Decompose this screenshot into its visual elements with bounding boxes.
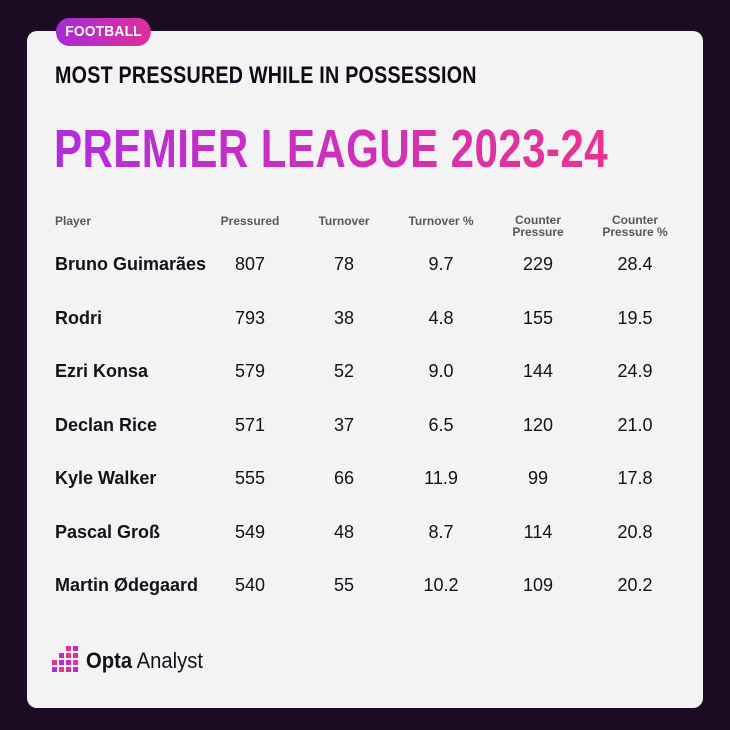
player-name: Declan Rice: [55, 414, 158, 435]
stat-value: 109: [522, 575, 554, 595]
stat-value: 540: [234, 575, 266, 595]
column-header: Player: [55, 215, 91, 227]
column-header-line: Turnover: [318, 214, 370, 228]
stat-value: 579: [234, 361, 266, 381]
stat-value: 21.0: [617, 414, 653, 435]
player-name: Bruno Guimarães: [55, 254, 207, 274]
stat-value: 807: [234, 254, 266, 274]
stat-value: 19.5: [617, 307, 653, 328]
column-header-line: Turnover %: [408, 214, 474, 228]
stat-value: 555: [234, 468, 266, 488]
stat-value: 6.5: [428, 414, 454, 435]
column-header: Pressured: [200, 215, 300, 227]
chart-subtitle: MOST PRESSURED WHILE IN POSSESSION: [55, 62, 477, 89]
stat-value: 20.8: [617, 521, 653, 542]
stat-value: 9.7: [428, 254, 454, 274]
brand-light: Analyst: [132, 648, 203, 673]
category-tag: FOOTBALL: [56, 18, 152, 46]
stat-value: 8.7: [428, 521, 454, 542]
column-header-line: Counter: [515, 213, 561, 227]
stat-value: 144: [522, 361, 554, 381]
brand-bold: Opta: [86, 648, 133, 673]
stat-value: 793: [234, 307, 266, 328]
stat-value: 66: [333, 468, 355, 488]
column-header: Turnover: [294, 215, 394, 227]
stat-value: 10.2: [423, 575, 459, 595]
brand-name: Opta Analyst: [86, 648, 203, 674]
opta-logo-icon: [52, 646, 78, 672]
stat-value: 229: [522, 254, 554, 274]
player-name: Pascal Groß: [55, 521, 161, 542]
column-header-line: Pressure: [512, 225, 564, 239]
stat-value: 114: [523, 521, 553, 542]
column-header: Counter Pressure %: [585, 214, 685, 238]
stat-value: 78: [333, 254, 355, 274]
stat-value: 55: [333, 575, 355, 595]
stat-value: 52: [333, 361, 355, 381]
column-header-line: Pressured: [220, 214, 280, 228]
column-header-line: Player: [55, 214, 92, 228]
stat-value: 120: [522, 414, 554, 435]
column-header: Turnover %: [391, 215, 491, 227]
stat-value: 28.4: [617, 254, 653, 274]
stat-value: 9.0: [428, 361, 454, 381]
column-header-line: Counter: [612, 213, 658, 227]
stat-value: 4.8: [428, 307, 454, 328]
stat-value: 99: [527, 468, 549, 488]
column-header-line: Pressure %: [602, 225, 668, 239]
chart-title: PREMIER LEAGUE 2023-24: [54, 119, 608, 179]
stat-value: 24.9: [617, 361, 653, 381]
stat-value: 11.9: [424, 468, 458, 488]
player-name: Ezri Konsa: [55, 361, 149, 381]
stat-value: 37: [333, 414, 355, 435]
stat-value: 549: [234, 521, 266, 542]
stat-value: 38: [333, 307, 355, 328]
stat-value: 155: [522, 307, 554, 328]
player-name: Kyle Walker: [55, 468, 157, 488]
stat-value: 571: [234, 414, 266, 435]
stat-value: 48: [333, 521, 355, 542]
infographic-card: [27, 31, 703, 708]
player-name: Martin Ødegaard: [55, 575, 199, 595]
player-name: Rodri: [55, 307, 102, 328]
stat-value: 17.8: [617, 468, 653, 488]
column-header: Counter Pressure: [488, 214, 588, 238]
stat-value: 20.2: [617, 575, 653, 595]
